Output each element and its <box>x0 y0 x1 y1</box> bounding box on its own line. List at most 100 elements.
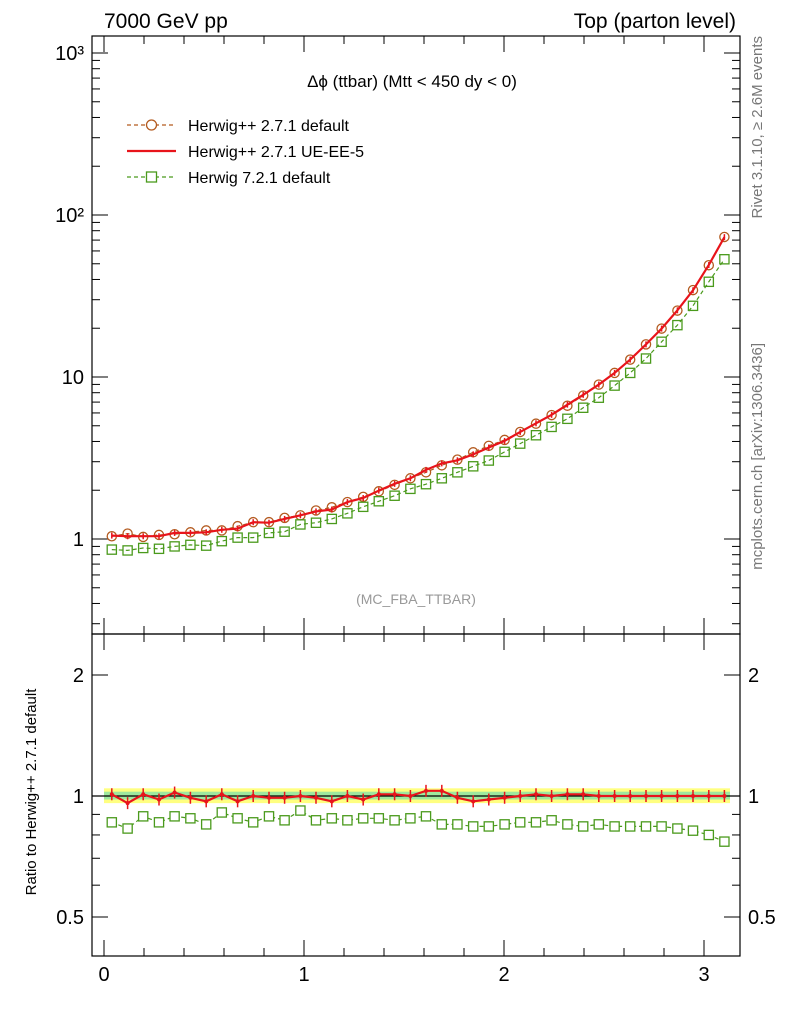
data-point <box>624 821 636 832</box>
side-label-mcplots: mcplots.cern.ch [arXiv:1306.3436] <box>749 343 766 570</box>
header-left: 7000 GeV pp <box>104 10 228 33</box>
ratio-y-tick-label-right: 2 <box>748 665 759 687</box>
data-point <box>486 797 491 802</box>
data-point <box>452 819 463 830</box>
series-line <box>111 236 725 538</box>
data-point <box>185 813 196 824</box>
data-point <box>549 794 554 798</box>
data-point <box>609 380 620 391</box>
data-point <box>581 792 586 797</box>
data-point <box>188 795 193 800</box>
data-point <box>172 790 177 795</box>
data-point <box>640 353 652 364</box>
data-point <box>169 541 180 552</box>
data-point <box>326 513 338 525</box>
data-point <box>593 392 605 403</box>
data-point <box>310 815 322 826</box>
data-point <box>405 813 416 824</box>
data-point <box>640 821 652 832</box>
data-point <box>722 794 727 798</box>
data-point <box>420 811 432 822</box>
data-point <box>703 259 715 271</box>
data-point <box>546 421 557 433</box>
data-point <box>672 305 683 316</box>
data-point <box>219 792 224 797</box>
main-y-tick-label: 10 <box>62 367 84 389</box>
data-point <box>263 527 275 539</box>
data-point <box>593 379 605 390</box>
main-y-tick-label: 10² <box>55 205 84 227</box>
data-point <box>137 542 149 554</box>
data-point <box>534 792 538 797</box>
ratio-y-tick-label-left: 2 <box>73 665 84 687</box>
data-point <box>342 508 353 519</box>
data-point <box>109 792 114 797</box>
data-point <box>546 409 557 421</box>
data-point <box>357 501 369 513</box>
data-point <box>141 792 146 797</box>
data-point <box>471 799 476 804</box>
ratio-series-0 <box>109 784 727 810</box>
legend-marker <box>145 171 158 183</box>
x-tick-labels: 0 1 2 3 <box>98 964 709 986</box>
data-point <box>514 817 526 828</box>
legend-label: Herwig++ 2.7.1 default <box>188 118 350 135</box>
data-point <box>672 823 683 834</box>
data-point <box>530 418 542 429</box>
data-point <box>279 526 290 537</box>
data-point <box>267 795 271 800</box>
data-point <box>373 496 385 507</box>
data-point <box>295 519 306 530</box>
data-point <box>185 539 196 551</box>
data-point <box>624 354 636 365</box>
data-point <box>499 434 510 446</box>
data-point <box>706 794 711 798</box>
x-tick-label: 0 <box>98 964 109 986</box>
data-point <box>514 426 526 438</box>
data-point <box>232 532 243 543</box>
data-point <box>329 799 334 804</box>
data-point <box>502 795 507 800</box>
data-point <box>719 254 730 265</box>
data-point <box>703 276 715 288</box>
legend-marker <box>145 119 158 131</box>
data-point <box>656 336 667 348</box>
data-point <box>282 795 287 800</box>
main-y-tick-label: 10³ <box>55 43 84 65</box>
ratio-panel: 0.5 0.5 1 1 2 2 0 1 2 3 Ratio to Herwig++ 2.7.1 … <box>23 633 776 986</box>
data-point <box>518 794 523 798</box>
data-point <box>577 402 589 413</box>
ratio-frame <box>91 633 741 957</box>
data-point <box>514 438 526 449</box>
data-point <box>106 817 118 828</box>
data-point <box>157 797 161 802</box>
main-series-2 <box>106 254 730 556</box>
data-point <box>530 817 542 828</box>
data-point <box>153 543 165 555</box>
series-line <box>111 258 725 552</box>
data-point <box>612 794 617 798</box>
ratio-y-tick-label-left: 1 <box>73 786 84 808</box>
data-point <box>392 792 397 797</box>
ratio-series-1 <box>106 805 730 847</box>
data-point <box>467 821 479 832</box>
data-point <box>232 813 243 824</box>
data-point <box>153 817 165 828</box>
main-ticks <box>92 36 740 634</box>
ratio-y-tick-label-right: 0.5 <box>748 907 776 929</box>
data-point <box>204 799 209 804</box>
data-point <box>251 794 256 798</box>
series-line <box>111 789 725 805</box>
data-point <box>235 799 240 804</box>
data-point <box>405 473 416 484</box>
legend-item: Herwig++ 2.7.1 default <box>127 118 350 135</box>
data-point <box>609 821 620 832</box>
data-point <box>452 467 463 478</box>
data-point <box>200 540 212 551</box>
data-point <box>310 517 322 528</box>
data-point <box>373 813 385 824</box>
data-point <box>298 794 303 798</box>
series-line <box>111 236 726 538</box>
